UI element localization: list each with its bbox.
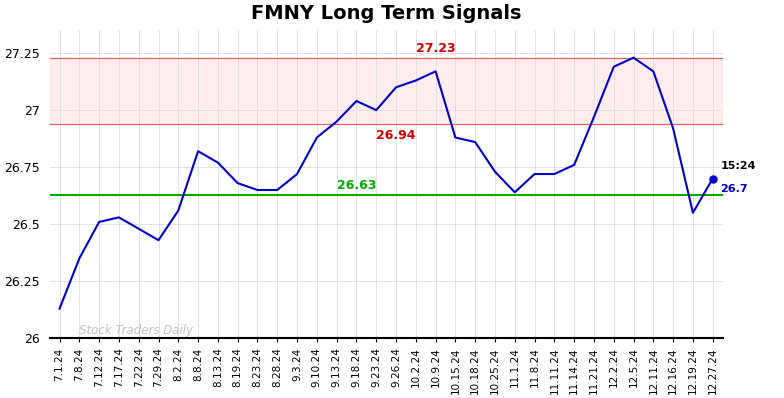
Text: 26.63: 26.63 xyxy=(336,179,376,192)
Text: 26.7: 26.7 xyxy=(720,184,748,194)
Title: FMNY Long Term Signals: FMNY Long Term Signals xyxy=(251,4,521,23)
Bar xyxy=(49,58,723,124)
Text: 15:24: 15:24 xyxy=(720,162,756,172)
Text: Stock Traders Daily: Stock Traders Daily xyxy=(79,324,194,337)
Text: 26.94: 26.94 xyxy=(376,129,416,142)
Text: 27.23: 27.23 xyxy=(416,42,456,55)
